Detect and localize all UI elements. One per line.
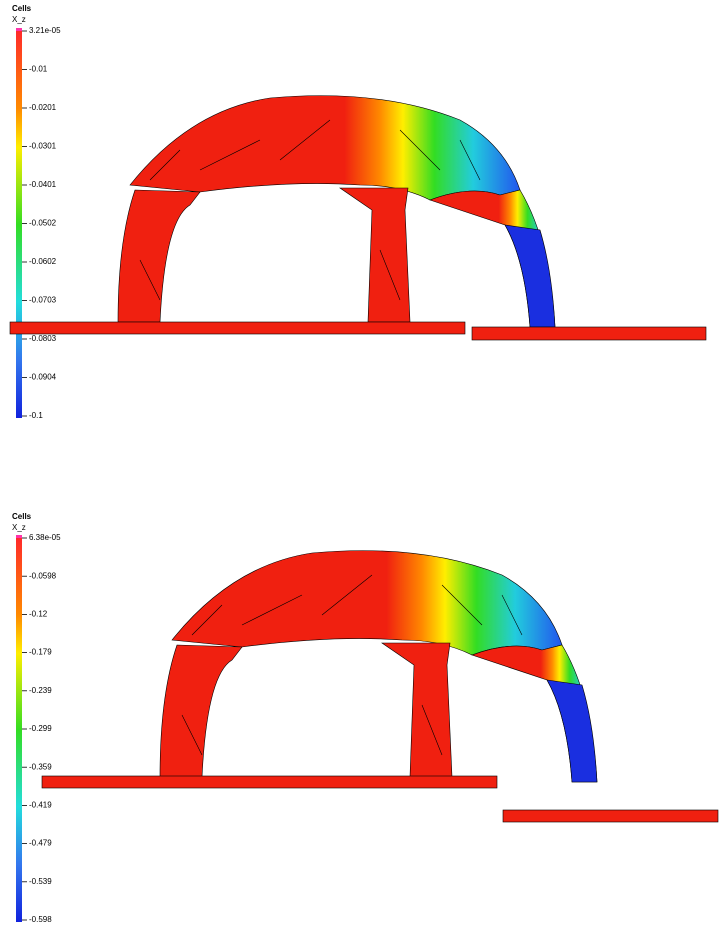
tick-label: -0.0703 [29, 296, 57, 305]
base-plate [9, 321, 466, 335]
tick-label: -0.179 [29, 648, 52, 657]
legend-title: Cells [12, 512, 32, 521]
panel-1: Cells X_z 3.21e-05 -0.01 -0.0201 -0.0301 -0.… [9, 4, 707, 420]
tick-label: -0.299 [29, 724, 52, 733]
tick-label: -0.0598 [29, 571, 57, 580]
colorbar-cap [16, 28, 22, 31]
tick-label: 6.38e-05 [29, 533, 61, 542]
tick-label: -0.239 [29, 686, 52, 695]
colorbar-cap [16, 535, 22, 538]
tick-label: -0.479 [29, 839, 52, 848]
mesh [117, 95, 556, 328]
tick-label: -0.539 [29, 877, 52, 886]
tick-label: -0.419 [29, 801, 52, 810]
panel-2: Cells X_z 6.38e-05 -0.0598 -0.12 -0.179 -0.2… [12, 512, 719, 924]
tick-label: -0.0904 [29, 373, 57, 382]
colorbar [16, 538, 22, 922]
legend-title: Cells [12, 4, 32, 13]
tick-label: -0.0602 [29, 257, 57, 266]
tick-label: -0.1 [29, 411, 43, 420]
tick-label: -0.12 [29, 610, 48, 619]
tick-label: -0.0803 [29, 334, 57, 343]
tick-label: -0.0502 [29, 219, 57, 228]
tick-label: -0.598 [29, 915, 52, 924]
tick-label: -0.01 [29, 65, 48, 74]
tick-label: 3.21e-05 [29, 26, 61, 35]
tick-label: -0.0401 [29, 180, 57, 189]
mesh [159, 550, 598, 783]
base-plate [502, 809, 719, 823]
tick-label: -0.0301 [29, 142, 57, 151]
base-plate [471, 326, 707, 341]
legend-subtitle: X_z [12, 523, 26, 532]
tick-label: -0.0201 [29, 103, 57, 112]
colorbar [16, 31, 22, 418]
base-plate [41, 775, 498, 789]
tick-label: -0.359 [29, 762, 52, 771]
legend-subtitle: X_z [12, 15, 26, 24]
